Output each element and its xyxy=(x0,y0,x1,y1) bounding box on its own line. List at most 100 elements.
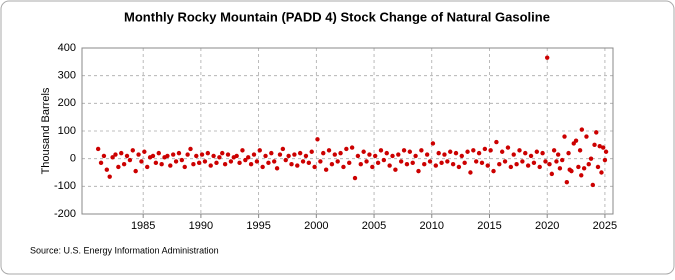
point xyxy=(569,168,574,174)
point xyxy=(514,162,519,167)
point xyxy=(557,166,563,171)
point xyxy=(573,138,579,143)
point xyxy=(562,134,567,139)
point xyxy=(424,152,430,157)
point xyxy=(439,160,444,166)
y-tick-label: -100 xyxy=(54,180,76,192)
point xyxy=(225,152,231,157)
point xyxy=(269,150,274,156)
point xyxy=(555,152,561,157)
point xyxy=(367,152,372,157)
point xyxy=(375,160,381,166)
point xyxy=(450,162,456,167)
point xyxy=(422,162,427,167)
point xyxy=(110,155,115,160)
point xyxy=(208,163,213,168)
point xyxy=(523,150,528,156)
chart-title: Monthly Rocky Mountain (PADD 4) Stock Ch… xyxy=(124,9,550,24)
point xyxy=(581,166,587,171)
point xyxy=(416,168,421,174)
point xyxy=(286,153,291,159)
point xyxy=(499,149,505,154)
x-tick-label: 2015 xyxy=(477,220,501,232)
point xyxy=(289,162,294,167)
point xyxy=(150,153,156,159)
x-tick-label: 1985 xyxy=(131,220,155,232)
point xyxy=(448,149,453,154)
point xyxy=(427,159,433,164)
point xyxy=(554,159,559,164)
point xyxy=(537,164,542,170)
point xyxy=(410,160,415,166)
point xyxy=(528,153,534,159)
point xyxy=(329,162,335,167)
point xyxy=(156,150,161,156)
point xyxy=(119,150,124,156)
point xyxy=(95,146,101,152)
point xyxy=(355,153,361,159)
point xyxy=(594,130,599,135)
x-tick-label: 2020 xyxy=(535,220,559,232)
point xyxy=(188,146,193,152)
point xyxy=(534,149,540,154)
y-tick-label: 100 xyxy=(58,125,76,137)
point xyxy=(318,159,323,164)
x-tick-label: 2005 xyxy=(362,220,386,232)
point xyxy=(136,152,141,157)
point xyxy=(445,159,450,164)
point xyxy=(590,182,595,188)
point xyxy=(579,127,585,132)
point xyxy=(347,160,352,166)
point xyxy=(436,150,441,156)
point xyxy=(176,150,182,156)
point xyxy=(384,150,389,156)
point xyxy=(300,159,306,164)
point xyxy=(393,167,398,172)
point xyxy=(280,146,286,152)
point xyxy=(531,160,537,166)
point xyxy=(564,179,570,185)
point xyxy=(237,160,242,166)
point xyxy=(283,157,288,163)
plot-border xyxy=(81,47,614,215)
point xyxy=(381,157,387,163)
point xyxy=(263,153,268,159)
point xyxy=(419,148,424,153)
point xyxy=(396,152,401,157)
point xyxy=(142,149,147,154)
point xyxy=(214,160,219,166)
point xyxy=(153,160,159,166)
point xyxy=(453,150,459,156)
point xyxy=(361,149,366,154)
point xyxy=(497,162,502,167)
point xyxy=(505,145,511,150)
point xyxy=(312,164,317,170)
point xyxy=(566,150,571,156)
y-tick-label: 200 xyxy=(58,97,76,109)
point xyxy=(579,173,584,178)
point xyxy=(217,155,222,160)
point xyxy=(456,164,462,170)
point xyxy=(502,159,508,164)
point xyxy=(202,159,208,164)
point xyxy=(303,153,309,159)
point xyxy=(191,162,196,167)
point xyxy=(295,163,300,168)
point xyxy=(592,142,597,148)
point xyxy=(168,163,173,168)
x-tick-label: 2010 xyxy=(420,220,444,232)
point xyxy=(430,141,436,146)
point xyxy=(373,153,378,159)
point xyxy=(511,152,516,157)
point xyxy=(243,157,248,163)
point xyxy=(127,157,133,163)
point xyxy=(292,152,297,157)
point xyxy=(145,164,150,170)
point xyxy=(306,160,312,166)
point xyxy=(602,157,608,163)
point xyxy=(401,148,407,153)
point xyxy=(211,153,216,159)
point xyxy=(194,153,199,159)
